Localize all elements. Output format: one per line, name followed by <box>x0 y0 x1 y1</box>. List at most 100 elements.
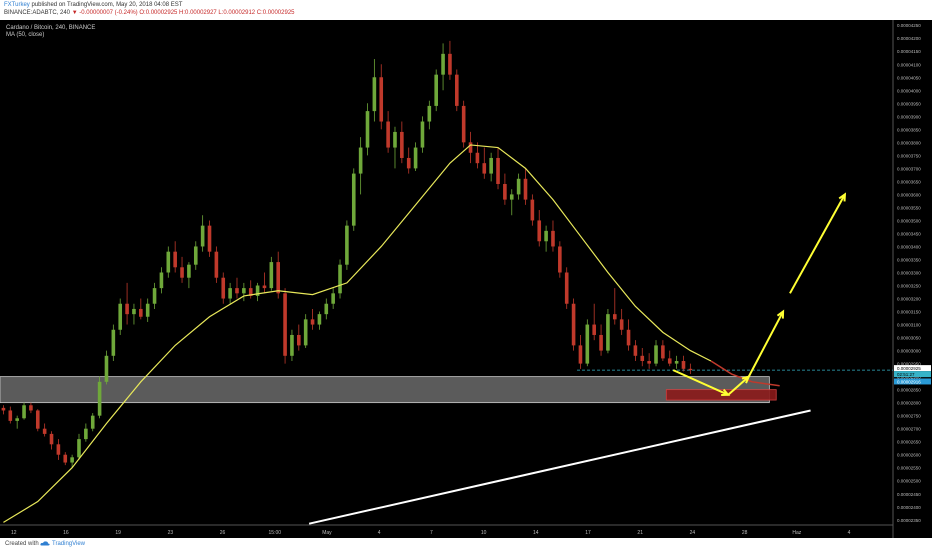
y-tick-label: 0.00002500 <box>897 479 921 484</box>
candle-body <box>242 288 246 294</box>
candle-body <box>599 334 603 351</box>
x-tick-label: May <box>322 530 332 536</box>
chart-area[interactable]: 0.00002350 0.00002400 0.00002450 0.00002500… <box>0 20 932 538</box>
candle-body <box>475 152 480 164</box>
candle-body <box>255 285 260 296</box>
y-tick-label: 0.00002650 <box>897 440 921 445</box>
y-tick-label: 0.00003000 <box>897 349 921 354</box>
x-tick-label: 24 <box>690 530 696 536</box>
candle-body <box>647 361 651 364</box>
candle-body <box>585 324 590 364</box>
y-tick-label: 0.00003550 <box>897 205 921 210</box>
y-tick-label: 0.00003950 <box>897 101 921 106</box>
candle-body <box>516 178 521 195</box>
candle-body <box>297 334 301 346</box>
candle-body <box>612 314 617 320</box>
y-tick-label: 0.00003250 <box>897 284 921 289</box>
candle-body <box>90 415 95 429</box>
x-tick-label: 16 <box>63 530 69 536</box>
y-tick-label: 0.00003400 <box>897 244 921 249</box>
candle-body <box>358 147 363 174</box>
x-tick-label: 19 <box>115 530 121 536</box>
candle-body <box>338 264 342 294</box>
candle-body <box>619 319 624 330</box>
candle-body <box>84 428 88 440</box>
price-axis-badge-label: 0.00002925 <box>897 366 921 371</box>
candle-body <box>111 329 116 356</box>
candle-body <box>317 314 322 325</box>
candle-body <box>427 105 432 122</box>
candle-body <box>49 433 54 445</box>
candle-body <box>654 345 658 364</box>
chart-footer: Created with TradingView <box>0 538 932 550</box>
publish-info: FXTurkey published on TradingView.com, M… <box>4 2 182 8</box>
candle-body <box>97 381 102 416</box>
candle-body <box>544 230 548 242</box>
x-tick-label: 15:00 <box>269 530 282 536</box>
candle-body <box>42 428 47 434</box>
y-tick-label: 0.00004250 <box>897 23 921 28</box>
y-tick-label: 0.00002850 <box>897 388 921 393</box>
candle-body <box>70 457 74 463</box>
change-label: ▼ -0.00000007 (-0.24%) <box>71 10 138 16</box>
candle-body <box>558 246 562 273</box>
y-tick-label: 0.00004200 <box>897 36 921 41</box>
candle-body <box>345 225 349 265</box>
forecast-arrow-head <box>838 192 847 202</box>
candle-body <box>667 358 672 364</box>
candle-body <box>420 121 425 148</box>
candle-body <box>193 246 198 265</box>
candle-body <box>379 77 384 122</box>
y-tick-label: 0.00003650 <box>897 179 921 184</box>
candle-body <box>228 288 232 299</box>
y-tick-label: 0.00004150 <box>897 49 921 54</box>
candle-body <box>571 303 576 346</box>
candle-body <box>118 303 123 330</box>
candle-body <box>406 157 411 169</box>
x-tick-label: 4 <box>848 530 851 536</box>
y-tick-label: 0.00002800 <box>897 401 921 406</box>
candle-body <box>551 230 555 247</box>
y-tick-label: 0.00003200 <box>897 297 921 302</box>
candle-body <box>235 288 239 294</box>
tradingview-cloud-icon <box>40 541 50 546</box>
y-tick-label: 0.00003700 <box>897 166 921 171</box>
candle-body <box>200 225 205 247</box>
x-tick-label: 28 <box>742 530 748 536</box>
y-tick-label: 0.00002450 <box>897 492 921 497</box>
x-tick-label: 26 <box>220 530 226 536</box>
candle-body <box>63 454 68 463</box>
y-tick-label: 0.00003600 <box>897 192 921 197</box>
candle-body <box>139 308 143 317</box>
candle-body <box>221 277 226 299</box>
candle-body <box>468 142 473 153</box>
y-tick-label: 0.00002950 <box>897 362 921 367</box>
candle-body <box>640 355 645 362</box>
y-tick-label: 0.00002350 <box>897 518 921 523</box>
price-axis-badge-label: 02:51:27 <box>897 372 915 377</box>
price-chart[interactable]: 0.00002350 0.00002400 0.00002450 0.00002500… <box>0 20 932 538</box>
candle-body <box>104 355 109 382</box>
forecast-arrow-segment <box>747 311 784 378</box>
candle-body <box>303 319 308 346</box>
y-tick-label: 0.00002900 <box>897 375 921 380</box>
candle-body <box>324 303 329 315</box>
candle-body <box>187 264 191 278</box>
candle-body <box>448 53 452 75</box>
candle-body <box>661 345 665 359</box>
symbol-info: BINANCE:ADABTC, 240 ▼ -0.00000007 (-0.24… <box>4 10 295 16</box>
candle-body <box>310 319 315 325</box>
y-tick-label: 0.00002700 <box>897 427 921 432</box>
y-tick-label: 0.00003800 <box>897 140 921 145</box>
candle-body <box>434 74 438 106</box>
candle-body <box>248 288 253 296</box>
tradingview-brand[interactable]: TradingView <box>52 541 86 547</box>
candle-body <box>461 105 466 143</box>
chart-legend: Cardano / Bitcoin, 240, BINANCE MA (50, … <box>6 25 95 38</box>
candle-body <box>496 157 500 184</box>
candle-body <box>8 410 13 421</box>
author-link[interactable]: FXTurkey <box>4 2 30 8</box>
x-tick-label: 23 <box>168 530 174 536</box>
ascending-trendline <box>308 409 811 525</box>
x-tick-label: 4 <box>378 530 381 536</box>
